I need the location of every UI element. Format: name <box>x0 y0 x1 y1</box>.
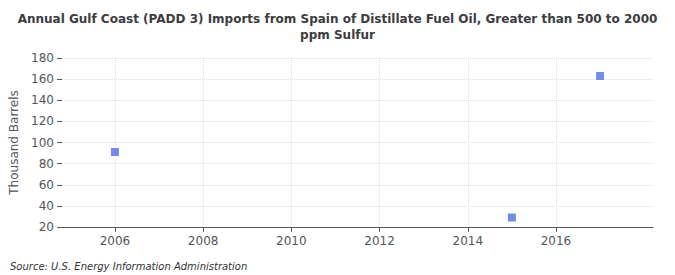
svg-text:2016: 2016 <box>541 234 572 248</box>
svg-text:160: 160 <box>31 72 54 86</box>
svg-text:80: 80 <box>39 157 54 171</box>
svg-text:180: 180 <box>31 51 54 65</box>
svg-text:60: 60 <box>39 178 54 192</box>
svg-text:2010: 2010 <box>276 234 307 248</box>
svg-text:Annual Gulf Coast (PADD 3) Imp: Annual Gulf Coast (PADD 3) Imports from … <box>18 12 658 26</box>
svg-text:2006: 2006 <box>100 234 131 248</box>
svg-text:120: 120 <box>31 114 54 128</box>
svg-text:Source: U.S. Energy Informatio: Source: U.S. Energy Information Administ… <box>10 261 247 272</box>
svg-text:20: 20 <box>39 220 54 234</box>
svg-text:2012: 2012 <box>364 234 395 248</box>
svg-text:2014: 2014 <box>452 234 483 248</box>
svg-text:100: 100 <box>31 136 54 150</box>
svg-text:40: 40 <box>39 199 54 213</box>
svg-text:ppm Sulfur: ppm Sulfur <box>300 28 375 42</box>
svg-text:140: 140 <box>31 93 54 107</box>
svg-text:Thousand Barrels: Thousand Barrels <box>7 90 21 195</box>
svg-text:2008: 2008 <box>188 234 219 248</box>
